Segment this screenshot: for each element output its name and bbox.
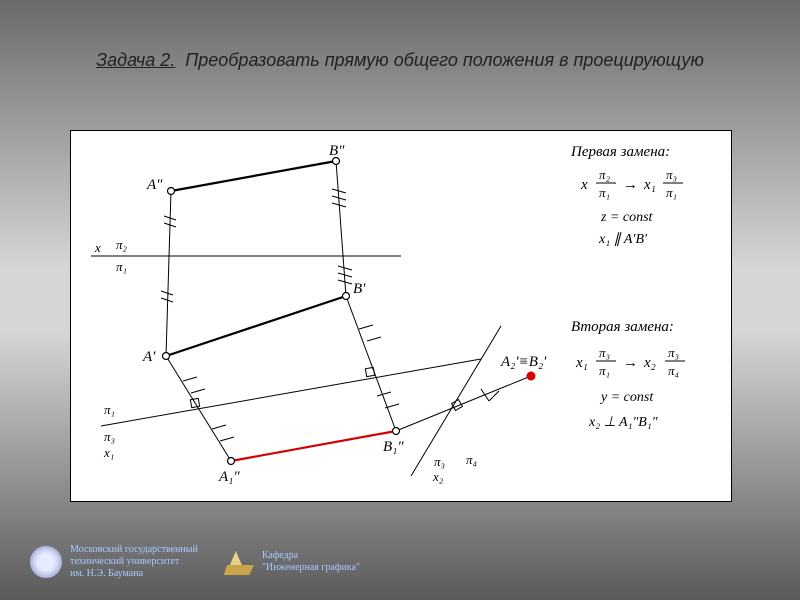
line-A2-B2 — [171, 161, 336, 191]
axis-x-pi2: π₂ — [116, 237, 128, 252]
svg-text:x₁: x₁ — [575, 355, 588, 371]
linkline-B — [336, 161, 346, 296]
problem-label: Задача 2. — [96, 50, 175, 70]
axis-x1-pi1: π₁ — [104, 402, 115, 417]
footer: Московский государственный технический у… — [30, 544, 360, 580]
label-AB2: A₂′≡B₂′ — [500, 354, 547, 370]
university-emblem-icon — [30, 546, 62, 578]
label-A1n: A₁″ — [218, 469, 240, 485]
org2-l1: Кафедра — [262, 550, 360, 562]
svg-text:π₃: π₃ — [668, 345, 679, 360]
title-text: Преобразовать прямую общего положения в … — [185, 50, 704, 70]
perp-markers — [190, 367, 462, 410]
second-formula: x₁ π₃ π₁ → x₂ π₃ π₄ — [575, 345, 685, 378]
svg-text:π₁: π₁ — [599, 363, 610, 378]
first-line3: x₁ ∥ A′B′ — [598, 232, 648, 247]
department-name: Кафедра "Инженерная графика" — [262, 550, 360, 574]
svg-text:π₁: π₁ — [666, 185, 677, 200]
first-formula: x π₂ π₁ → x₁ π₃ π₁ — [580, 167, 683, 200]
ship-emblem-icon — [224, 549, 254, 575]
line-to-AB2 — [396, 376, 531, 431]
org1-l3: им. Н.Э. Баумана — [70, 568, 198, 580]
axis-x1-label: x₁ — [103, 445, 114, 460]
linkline-A1 — [166, 356, 231, 461]
first-line2: z = const — [600, 210, 654, 225]
axis-x2-pi4: π₄ — [466, 452, 478, 467]
svg-text:→: → — [623, 355, 638, 371]
axis-x2-label: x₂ — [432, 469, 444, 484]
tick-group — [161, 189, 499, 441]
slide: Задача 2. Преобразовать прямую общего по… — [0, 0, 800, 600]
label-A1: A′ — [142, 349, 156, 365]
axis-x2-pi3: π₃ — [434, 454, 445, 469]
org2-l2: "Инженерная графика" — [262, 562, 360, 574]
label-A2: A″ — [146, 177, 163, 193]
second-line3: x₂ ⊥ A₁″B₁″ — [588, 415, 658, 430]
label-B1n: B₁″ — [383, 439, 404, 455]
svg-text:π₄: π₄ — [668, 363, 680, 378]
second-line2: y = const — [599, 390, 654, 405]
axis-x1-pi3: π₃ — [104, 429, 115, 444]
title-block: Задача 2. Преобразовать прямую общего по… — [0, 50, 800, 71]
line-A1-B1 — [166, 296, 346, 356]
svg-text:π₃: π₃ — [666, 167, 677, 182]
svg-text:x₁: x₁ — [643, 177, 656, 193]
first-heading: Первая замена: — [570, 144, 670, 160]
second-heading: Вторая замена: — [571, 319, 674, 335]
svg-text:π₃: π₃ — [599, 345, 610, 360]
linkline-B1 — [346, 296, 396, 431]
axis-x-pi1: π₁ — [116, 259, 127, 274]
org1-l2: технический университет — [70, 556, 198, 568]
label-B1: B′ — [353, 281, 366, 297]
svg-text:x₂: x₂ — [643, 355, 656, 371]
axis-x-label-left: x — [94, 240, 101, 255]
university-name: Московский государственный технический у… — [70, 544, 198, 580]
line-A1n-B1n — [231, 431, 396, 461]
org1-l1: Московский государственный — [70, 544, 198, 556]
axis-x1 — [101, 359, 481, 426]
diagram-panel: x π₂ π₁ π₁ π₃ x₁ π₃ π₄ x₂ — [70, 130, 732, 502]
svg-text:→: → — [623, 177, 638, 193]
points-open — [163, 158, 400, 465]
svg-text:π₁: π₁ — [599, 185, 610, 200]
diagram-svg: x π₂ π₁ π₁ π₃ x₁ π₃ π₄ x₂ — [71, 131, 731, 501]
point-AB2 — [527, 372, 536, 381]
linkline-A — [166, 191, 171, 356]
label-B2: B″ — [329, 143, 345, 159]
svg-text:x: x — [580, 177, 588, 193]
svg-text:π₂: π₂ — [599, 167, 611, 182]
